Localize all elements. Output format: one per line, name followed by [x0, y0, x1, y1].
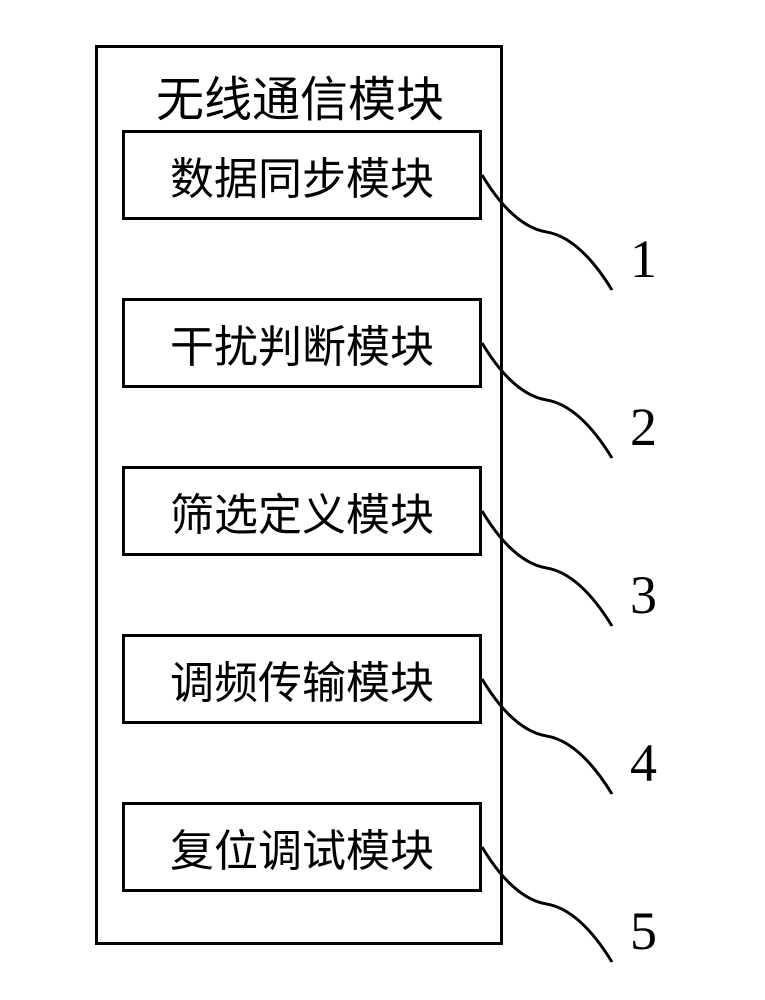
callout-number-5: 5 [630, 900, 657, 962]
connector-2 [482, 343, 612, 458]
connector-3 [482, 511, 612, 626]
connector-4 [482, 679, 612, 794]
connector-5 [482, 847, 612, 962]
callout-number-1: 1 [630, 228, 657, 290]
connectors-layer [0, 0, 765, 1000]
callout-number-4: 4 [630, 732, 657, 794]
connector-1 [482, 175, 612, 290]
callout-number-3: 3 [630, 564, 657, 626]
callout-number-2: 2 [630, 396, 657, 458]
